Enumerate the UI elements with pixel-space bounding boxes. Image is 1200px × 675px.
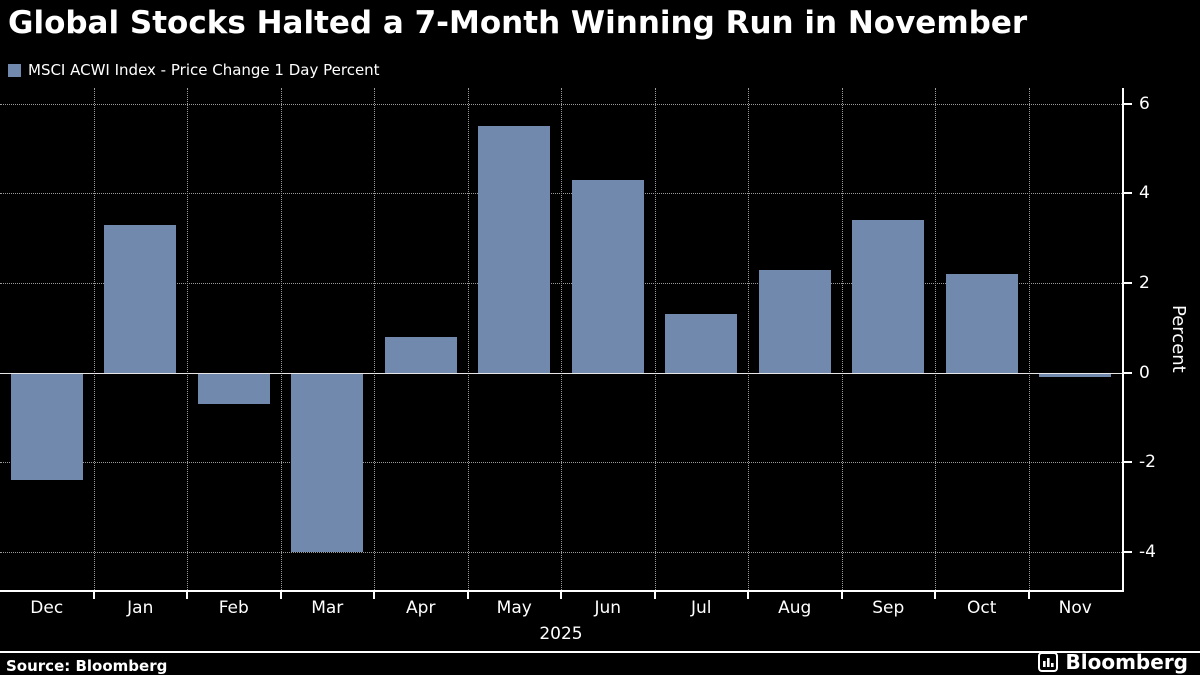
chart-title: Global Stocks Halted a 7-Month Winning R… (8, 5, 1028, 41)
bar (665, 314, 738, 373)
y-axis-title-wrap: Percent (1168, 88, 1189, 590)
x-tick (186, 592, 188, 599)
y-tick (1124, 192, 1132, 195)
bar (104, 224, 177, 373)
bar (478, 126, 551, 373)
x-tick (840, 592, 843, 599)
bar (291, 373, 364, 552)
x-tick-label: Oct (967, 598, 997, 618)
x-tick (560, 592, 562, 599)
x-tick-label: Aug (778, 598, 812, 618)
v-gridline (748, 88, 749, 590)
bar (852, 220, 925, 373)
x-tick-label: Jul (690, 598, 712, 618)
bloomberg-logo: Bloomberg (1037, 650, 1188, 674)
y-tick (1124, 461, 1132, 464)
x-tick-label: Jan (127, 598, 154, 618)
y-tick (1124, 550, 1132, 553)
legend-label: MSCI ACWI Index - Price Change 1 Day Per… (28, 61, 380, 79)
y-axis-line (1122, 88, 1124, 592)
x-tick (92, 592, 95, 599)
y-tick-label: -4 (1139, 541, 1156, 562)
v-gridline (935, 88, 936, 590)
x-axis-line (0, 590, 1124, 592)
y-tick (1124, 102, 1132, 105)
plot-area (0, 88, 1122, 590)
x-tick (279, 592, 282, 599)
v-gridline (374, 88, 375, 590)
y-tick-label: 0 (1139, 362, 1150, 383)
bloomberg-wordmark: Bloomberg (1065, 650, 1188, 674)
bloomberg-logo-icon (1037, 652, 1058, 672)
v-gridline (280, 88, 282, 590)
v-gridline (841, 88, 843, 590)
source-text: Source: Bloomberg (6, 657, 168, 675)
bar (384, 336, 457, 373)
bar (945, 274, 1018, 373)
bar (10, 373, 83, 481)
x-tick (934, 592, 936, 599)
v-gridline (187, 88, 188, 590)
x-tick-label: Feb (218, 598, 249, 618)
x-tick (653, 592, 656, 599)
x-tick-label: Mar (311, 598, 344, 618)
x-tick (1027, 592, 1030, 599)
v-gridline (93, 88, 95, 590)
y-tick (1124, 371, 1132, 374)
x-tick-label: Jun (594, 598, 622, 618)
bar (197, 373, 270, 404)
x-tick-label: Sep (872, 598, 905, 618)
x-tick-label: May (496, 598, 532, 618)
v-gridline (467, 88, 469, 590)
y-axis-title: Percent (1168, 305, 1189, 373)
y-tick-label: -2 (1139, 452, 1156, 473)
x-tick-label: Apr (406, 598, 436, 618)
y-tick-label: 6 (1139, 93, 1150, 114)
y-tick-label: 4 (1139, 183, 1150, 204)
x-tick-label: Dec (30, 598, 64, 618)
y-tick-label: 2 (1139, 272, 1150, 293)
x-axis-year-label: 2025 (539, 624, 583, 644)
x-tick (466, 592, 469, 599)
zero-line (0, 372, 1122, 374)
v-gridline (561, 88, 562, 590)
bar (758, 269, 831, 373)
bar (571, 179, 644, 373)
x-tick-label: Nov (1058, 598, 1092, 618)
bar (1039, 373, 1112, 378)
footer-divider (0, 651, 1200, 653)
x-tick (747, 592, 749, 599)
legend-swatch (8, 63, 21, 77)
v-gridline (1028, 88, 1030, 590)
y-tick (1124, 281, 1132, 284)
x-tick (373, 592, 375, 599)
legend: MSCI ACWI Index - Price Change 1 Day Per… (8, 61, 380, 79)
v-gridline (654, 88, 656, 590)
